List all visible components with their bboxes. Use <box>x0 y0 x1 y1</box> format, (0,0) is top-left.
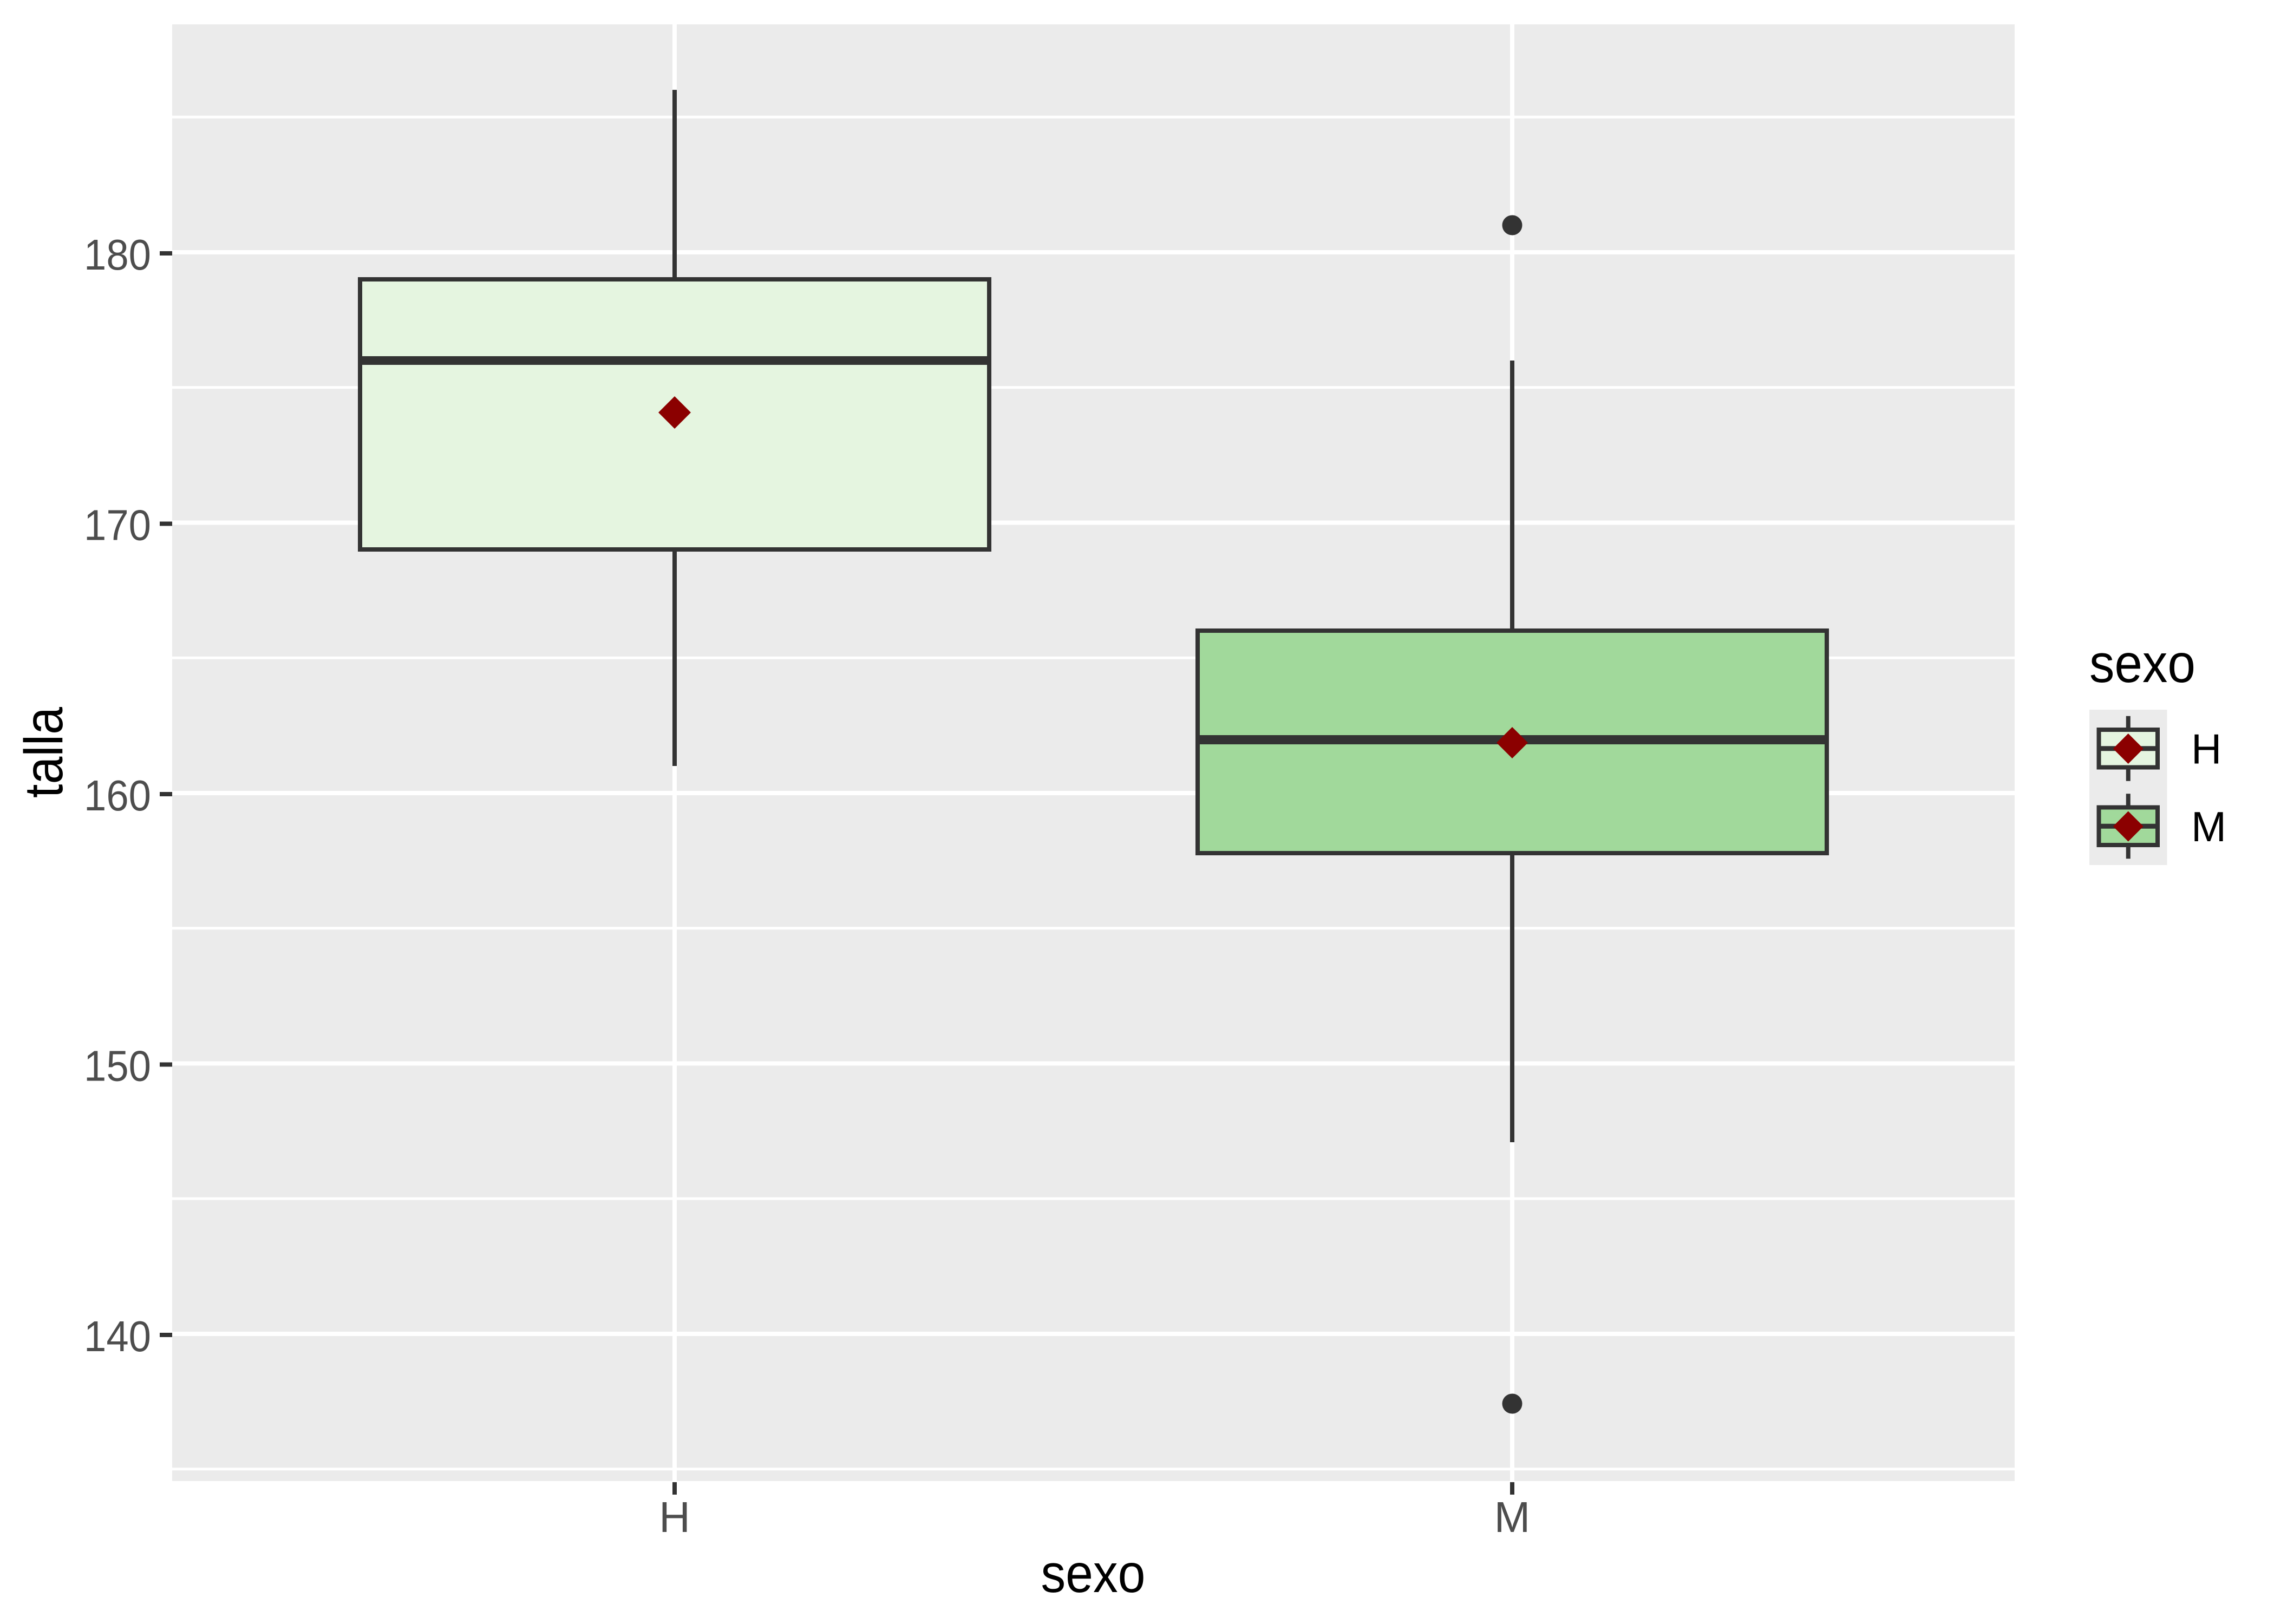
svg-text:M: M <box>2191 803 2226 850</box>
svg-text:H: H <box>659 1493 690 1541</box>
svg-text:170: 170 <box>84 501 151 549</box>
svg-text:M: M <box>1494 1493 1531 1541</box>
svg-text:sexo: sexo <box>1041 1543 1146 1604</box>
svg-text:140: 140 <box>84 1312 151 1360</box>
svg-text:H: H <box>2191 725 2221 773</box>
svg-text:sexo: sexo <box>2089 633 2195 694</box>
svg-text:160: 160 <box>84 771 151 820</box>
svg-text:180: 180 <box>84 231 151 279</box>
svg-text:150: 150 <box>84 1042 151 1090</box>
svg-text:talla: talla <box>14 707 74 798</box>
